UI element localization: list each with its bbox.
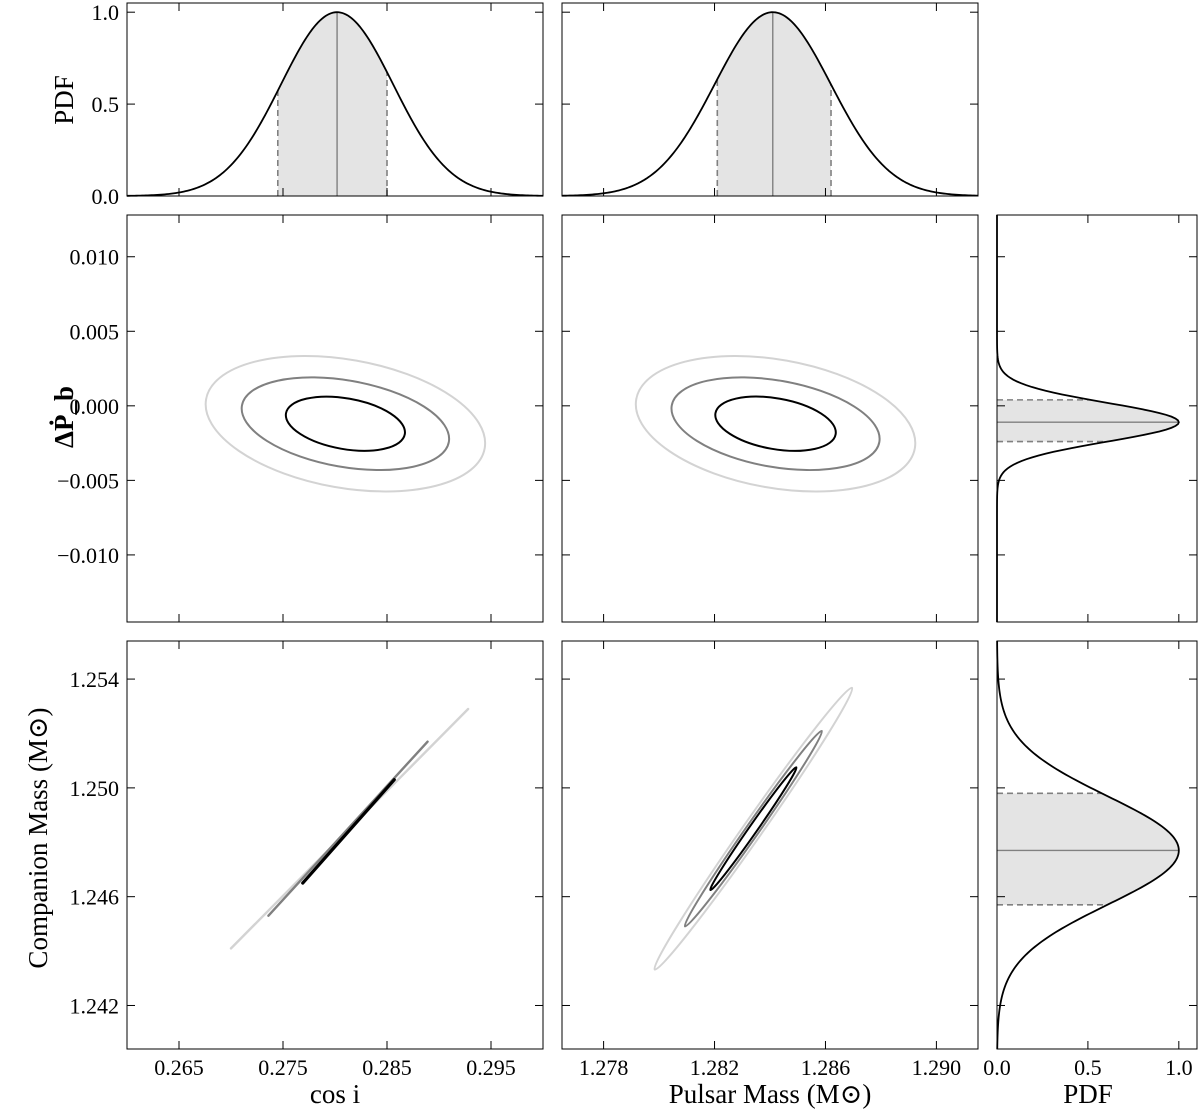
mc-vs-cosi-xtick-label: 0.275 xyxy=(258,1055,308,1080)
dpb-vs-mp-contour-1sigma xyxy=(714,395,837,452)
xlabel-cosi: cos i xyxy=(310,1079,360,1109)
mp-marginal-interval-fill xyxy=(717,12,832,196)
mc-marginal-xtick-label: 0.5 xyxy=(1074,1055,1102,1080)
dpb-vs-cosi-frame xyxy=(126,214,544,623)
cosi-marginal-ytick-label: 0.5 xyxy=(92,92,120,117)
mc-marginal-frame xyxy=(996,640,1198,1050)
dpb-vs-cosi-ytick-label: 0.010 xyxy=(70,245,120,270)
mp-marginal-pdf-curve xyxy=(561,11,979,197)
cosi-marginal-pdf-curve xyxy=(126,11,544,197)
ylabel-pdf: PDF xyxy=(49,75,79,125)
dpb-vs-cosi-ytick-label: 0.005 xyxy=(70,319,120,344)
dpb-vs-cosi-ytick-label: −0.010 xyxy=(57,543,119,568)
mc-marginal-xtick-label: 1.0 xyxy=(1165,1055,1193,1080)
mc-vs-cosi-ytick-label: 1.242 xyxy=(70,993,120,1018)
mc-vs-cosi-contour-2sigma xyxy=(267,740,429,917)
dpb-marginal-frame xyxy=(996,214,1198,623)
dpb-vs-mp-contour-3sigma xyxy=(634,354,917,493)
mc-vs-cosi-xtick-label: 0.285 xyxy=(362,1055,412,1080)
mc-vs-mp-xtick-label: 1.278 xyxy=(579,1055,629,1080)
mc-vs-mp-contour-1sigma xyxy=(709,766,798,892)
cosi-marginal-ytick-label: 1.0 xyxy=(92,0,120,25)
mc-vs-cosi-ytick-label: 1.246 xyxy=(70,885,120,910)
mc-marginal-interval-fill xyxy=(997,793,1179,905)
xlabel-pdf: PDF xyxy=(1063,1079,1113,1109)
mc-vs-cosi-ytick-label: 1.250 xyxy=(70,776,120,801)
ylabel-companion-mass: Companion Mass (M⊙) xyxy=(23,707,53,968)
mc-marginal-xtick-label: 0.0 xyxy=(983,1055,1011,1080)
mc-vs-mp-xtick-label: 1.282 xyxy=(690,1055,740,1080)
dpb-vs-mp-frame xyxy=(561,214,979,623)
dpb-vs-cosi-ytick-label: 0.000 xyxy=(70,394,120,419)
mc-vs-mp-xtick-label: 1.290 xyxy=(912,1055,962,1080)
mc-vs-cosi-ytick-label: 1.254 xyxy=(70,667,120,692)
mp-marginal-frame xyxy=(561,2,979,197)
dpb-vs-cosi-contour-1sigma xyxy=(284,395,406,452)
dpb-vs-mp-contour-2sigma xyxy=(670,376,881,472)
mc-vs-mp-contour-2sigma xyxy=(683,729,823,928)
dpb-vs-cosi-contour-2sigma xyxy=(240,376,451,472)
dpb-vs-cosi-ytick-label: −0.005 xyxy=(57,468,119,493)
mc-vs-cosi-frame xyxy=(126,640,544,1050)
mc-vs-cosi-xtick-label: 0.265 xyxy=(154,1055,204,1080)
ylabel-delta-pbdot: ΔṖ_b xyxy=(49,386,79,448)
dpb-vs-cosi-contour-3sigma xyxy=(204,354,487,493)
mc-vs-cosi-xtick-label: 0.295 xyxy=(466,1055,516,1080)
xlabel-pulsar-mass: Pulsar Mass (M⊙) xyxy=(669,1079,872,1109)
mc-marginal-pdf-curve xyxy=(996,640,1180,1050)
cosi-marginal-frame xyxy=(126,2,544,197)
cosi-marginal-ytick-label: 0.0 xyxy=(92,184,120,209)
dpb-marginal-interval-fill xyxy=(997,399,1179,442)
mc-vs-cosi-contour-1sigma xyxy=(301,778,396,885)
mc-vs-mp-contour-3sigma xyxy=(653,686,854,971)
cosi-marginal-interval-fill xyxy=(277,12,387,197)
mc-vs-mp-frame xyxy=(561,640,979,1050)
mc-vs-mp-xtick-label: 1.286 xyxy=(801,1055,851,1080)
